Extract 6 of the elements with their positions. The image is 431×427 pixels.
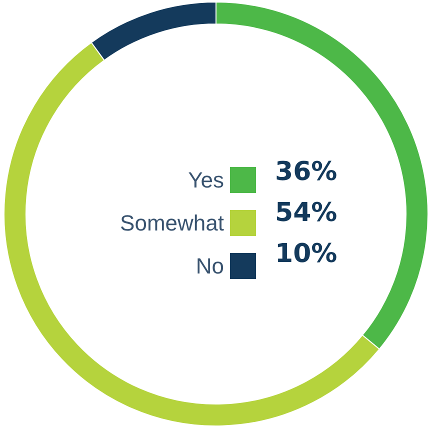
- legend-label: Somewhat: [120, 210, 224, 236]
- data-label: 54%: [275, 198, 338, 228]
- legend-label: Yes: [188, 168, 224, 192]
- data-label: 10%: [275, 239, 338, 269]
- data-label: 36%: [275, 157, 338, 187]
- legend-label: No: [196, 254, 224, 278]
